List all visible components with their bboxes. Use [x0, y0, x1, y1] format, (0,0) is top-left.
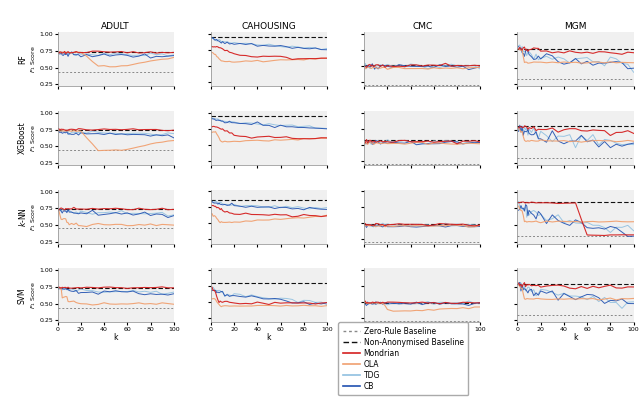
Text: SVM: SVM — [18, 287, 27, 303]
Text: XGBoost: XGBoost — [18, 122, 27, 154]
Text: $k$-NN: $k$-NN — [17, 207, 28, 226]
X-axis label: k: k — [267, 333, 271, 342]
Y-axis label: $F_1$ Score: $F_1$ Score — [29, 203, 38, 231]
Legend: Zero-Rule Baseline, Non-Anonymised Baseline, Mondrian, OLA, TDG, CB: Zero-Rule Baseline, Non-Anonymised Basel… — [339, 322, 468, 395]
Title: MGM: MGM — [564, 23, 587, 31]
Title: CAHOUSING: CAHOUSING — [241, 23, 296, 31]
X-axis label: k: k — [573, 333, 578, 342]
Title: CMC: CMC — [412, 23, 433, 31]
Y-axis label: $F_1$ Score: $F_1$ Score — [29, 124, 38, 152]
Y-axis label: $F_1$ Score: $F_1$ Score — [29, 281, 38, 309]
Title: ADULT: ADULT — [101, 23, 130, 31]
X-axis label: k: k — [420, 333, 424, 342]
X-axis label: k: k — [113, 333, 118, 342]
Y-axis label: $F_1$ Score: $F_1$ Score — [29, 46, 38, 73]
Text: RF: RF — [18, 54, 27, 64]
